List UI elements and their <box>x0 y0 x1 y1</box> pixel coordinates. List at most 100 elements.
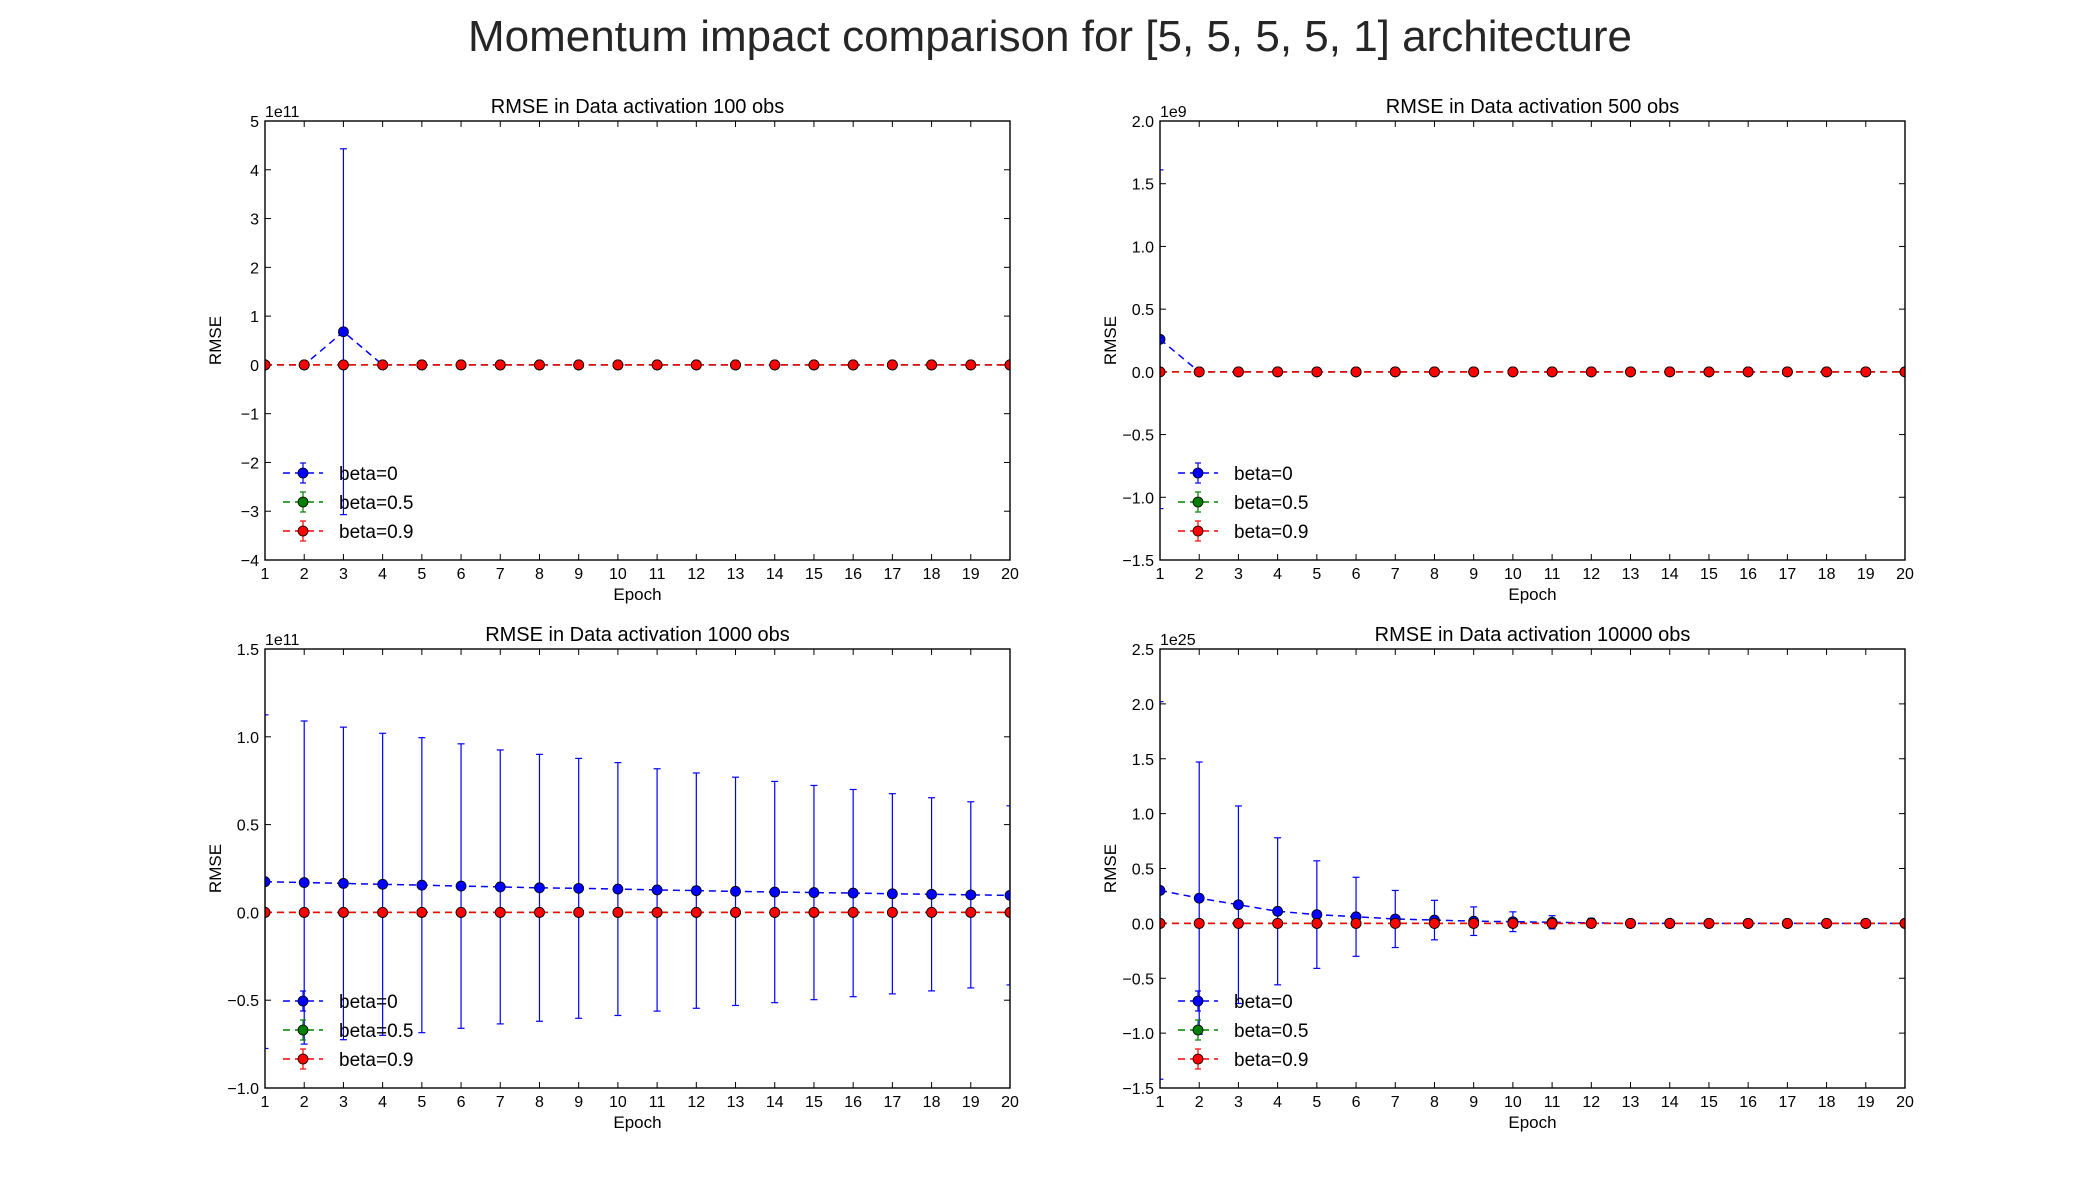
x-tick-label: 16 <box>844 1094 862 1111</box>
x-axis-label: Epoch <box>1508 1113 1556 1132</box>
y-tick-label: 0.5 <box>1132 862 1154 879</box>
x-tick-label: 10 <box>1504 1094 1522 1111</box>
y-tick-label: 1.0 <box>237 730 259 747</box>
data-point <box>886 907 898 918</box>
data-point <box>1468 366 1480 378</box>
x-tick-label: 6 <box>457 1094 466 1111</box>
legend-marker <box>297 467 309 479</box>
x-tick-label: 20 <box>1896 1094 1914 1111</box>
x-tick-label: 13 <box>1622 566 1640 583</box>
y-tick-label: −3 <box>241 504 259 521</box>
legend-marker <box>297 1024 309 1036</box>
series-beta-0 <box>265 148 1010 516</box>
data-point <box>1272 917 1284 929</box>
data-point <box>455 359 467 371</box>
data-point <box>494 359 506 371</box>
x-tick-label: 3 <box>1234 566 1243 583</box>
data-point <box>690 907 702 918</box>
x-tick-label: 13 <box>727 1094 745 1111</box>
y-tick-label: 1.0 <box>1132 807 1154 824</box>
data-point <box>1821 366 1832 378</box>
x-tick-label: 4 <box>1273 566 1282 583</box>
data-point <box>1160 885 1166 896</box>
data-point <box>298 359 310 371</box>
x-tick-label: 8 <box>535 1094 544 1111</box>
x-tick-label: 12 <box>1582 566 1600 583</box>
data-point <box>1468 917 1480 929</box>
x-axis-label: Epoch <box>1508 585 1556 604</box>
data-point <box>265 907 271 918</box>
x-tick-label: 3 <box>339 1094 348 1111</box>
data-point <box>1272 905 1284 917</box>
data-point <box>808 887 820 898</box>
y-tick-label: 1.5 <box>1132 177 1154 194</box>
legend: beta=0 beta=0.5 beta=0.9 <box>1178 990 1309 1071</box>
axis-offset-text: 1e9 <box>1160 104 1187 121</box>
x-tick-label: 20 <box>1001 566 1019 583</box>
y-tick-label: −1.5 <box>1122 1081 1154 1098</box>
x-tick-label: 14 <box>1661 1094 1679 1111</box>
subplot-title: RMSE in Data activation 100 obs <box>491 96 785 118</box>
y-tick-label: 1.0 <box>1132 239 1154 256</box>
data-point <box>1429 917 1440 929</box>
data-point <box>1781 917 1793 929</box>
legend-marker <box>1192 467 1204 479</box>
data-point <box>416 907 428 918</box>
data-point <box>1311 917 1323 929</box>
x-tick-label: 16 <box>1739 566 1757 583</box>
x-tick-label: 11 <box>1544 566 1561 583</box>
legend-label: beta=0.9 <box>339 522 414 543</box>
data-point <box>1193 917 1205 929</box>
subplot-4: RMSE in Data activation 10000 obs 1e25 RMS… <box>1101 624 1914 1132</box>
x-tick-label: 5 <box>417 566 426 583</box>
x-tick-label: 13 <box>1622 1094 1640 1111</box>
plot-area <box>1160 701 1905 1080</box>
data-point <box>265 876 271 888</box>
x-tick-label: 1 <box>1156 1094 1165 1111</box>
data-point <box>1311 366 1323 378</box>
data-point <box>1742 917 1754 929</box>
x-tick-label: 1 <box>261 1094 270 1111</box>
data-point <box>1664 917 1676 929</box>
axes-frame <box>264 120 1011 561</box>
y-tick-label: −2 <box>241 455 259 472</box>
x-tick-label: 2 <box>300 566 309 583</box>
data-point <box>1233 917 1244 929</box>
data-point <box>1625 366 1636 378</box>
y-tick-label: 0.0 <box>237 905 259 922</box>
data-point <box>1899 366 1905 378</box>
legend-label: beta=0 <box>1234 992 1293 1013</box>
x-tick-label: 10 <box>609 1094 627 1111</box>
y-tick-label: −1.0 <box>227 1081 259 1098</box>
data-point <box>1899 917 1905 929</box>
legend-label: beta=0.9 <box>1234 1050 1309 1071</box>
y-axis-label: RMSE <box>1101 316 1120 365</box>
legend-marker <box>1192 496 1204 508</box>
data-point <box>1350 917 1362 929</box>
data-point <box>1507 917 1519 929</box>
x-tick-label: 15 <box>805 566 823 583</box>
x-tick-label: 3 <box>339 566 348 583</box>
data-point <box>377 907 389 918</box>
x-tick-label: 19 <box>962 1094 980 1111</box>
data-point <box>847 907 859 918</box>
data-point <box>298 907 310 918</box>
data-point <box>730 885 741 897</box>
series-line <box>1160 889 1905 925</box>
x-tick-label: 8 <box>535 566 544 583</box>
data-point <box>1781 366 1793 378</box>
legend-marker <box>1192 995 1204 1007</box>
series-line <box>1160 338 1905 373</box>
data-point <box>1664 366 1676 378</box>
x-tick-label: 17 <box>883 566 901 583</box>
x-tick-label: 16 <box>844 566 862 583</box>
legend-marker <box>1192 1053 1204 1065</box>
axes-frame <box>1159 648 1906 1089</box>
data-point <box>1233 366 1244 378</box>
plot-area <box>1160 169 1905 510</box>
data-point <box>494 881 506 893</box>
x-tick-label: 9 <box>574 566 583 583</box>
x-tick-label: 12 <box>1582 1094 1600 1111</box>
y-tick-label: −1 <box>241 407 259 424</box>
